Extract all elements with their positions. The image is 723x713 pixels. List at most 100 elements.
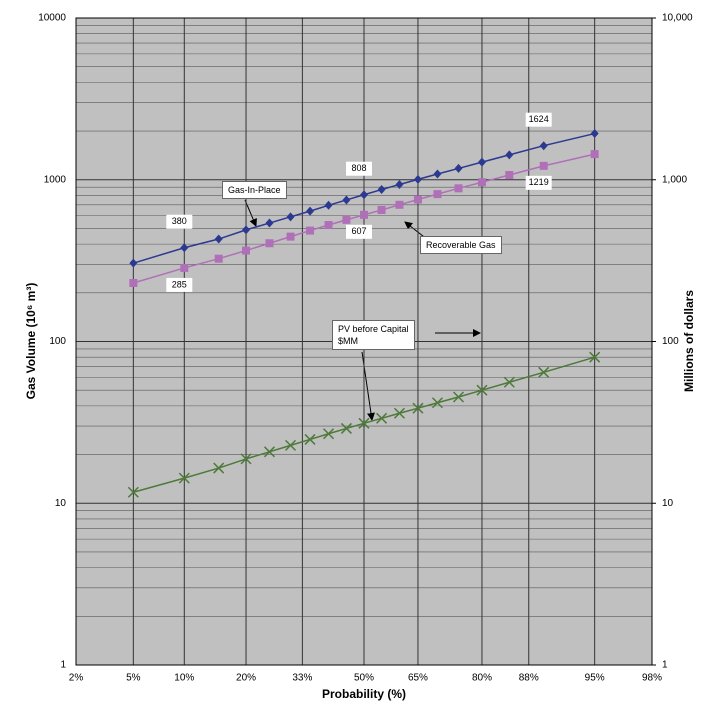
- y-tick-label: 10000: [38, 13, 66, 24]
- marker: [358, 417, 370, 429]
- marker: [452, 391, 465, 403]
- marker: [360, 190, 368, 200]
- data-label-text: 1624: [529, 114, 549, 124]
- marker: [214, 254, 223, 263]
- marker: [433, 169, 442, 179]
- x-tick-label: 98%: [642, 673, 662, 684]
- marker: [412, 402, 424, 414]
- marker: [377, 185, 386, 195]
- marker: [433, 190, 442, 199]
- marker: [503, 376, 515, 388]
- data-label-box: [346, 224, 372, 239]
- marker: [129, 258, 138, 268]
- marker: [324, 200, 333, 210]
- marker: [590, 129, 599, 139]
- data-label-text: 607: [351, 226, 366, 236]
- y2-tick-label: 1,000: [662, 174, 687, 185]
- marker: [285, 439, 297, 451]
- x-tick-label: 2%: [69, 673, 84, 684]
- data-label: 1219: [525, 175, 552, 190]
- y2-tick-label: 1: [662, 660, 668, 671]
- marker: [505, 170, 514, 179]
- marker: [323, 428, 335, 440]
- y2-tick-label: 10: [662, 498, 674, 509]
- marker: [431, 397, 443, 409]
- marker: [240, 453, 252, 465]
- marker: [265, 239, 274, 248]
- data-label-box: [525, 175, 552, 190]
- data-label-text: 808: [351, 163, 366, 173]
- marker: [477, 178, 486, 187]
- marker: [395, 200, 404, 209]
- marker: [242, 225, 251, 235]
- marker: [538, 366, 550, 378]
- x-tick-label: 65%: [408, 673, 428, 684]
- marker: [477, 157, 486, 167]
- marker: [342, 195, 351, 205]
- y-tick-label: 10: [55, 498, 67, 509]
- data-label-box: [525, 112, 552, 127]
- marker: [505, 150, 514, 160]
- x-tick-label: 80%: [472, 673, 492, 684]
- y2-axis-title: Millions of dollars: [682, 290, 696, 392]
- marker: [360, 210, 368, 219]
- data-label-text: 285: [172, 279, 187, 289]
- marker: [539, 141, 548, 151]
- plot-border: [75, 17, 653, 666]
- marker: [454, 184, 463, 193]
- y-tick-label: 1: [60, 660, 66, 671]
- data-label: 380: [166, 214, 193, 229]
- marker: [214, 234, 223, 244]
- data-label: 1624: [525, 112, 552, 127]
- marker: [590, 150, 599, 159]
- marker: [286, 212, 295, 222]
- x-tick-label: 20%: [236, 673, 256, 684]
- y2-tick-label: 100: [662, 336, 679, 347]
- marker: [589, 351, 601, 363]
- data-label-box: [346, 161, 372, 176]
- data-label-box: [166, 214, 193, 229]
- series-annotation: Gas-In-Place: [222, 181, 287, 199]
- data-label-text: 380: [172, 216, 187, 226]
- marker: [127, 486, 139, 498]
- x-tick-label: 95%: [585, 673, 605, 684]
- x-tick-label: 33%: [292, 673, 312, 684]
- marker: [180, 263, 189, 272]
- data-label: 285: [166, 277, 193, 292]
- data-label-text: 1219: [529, 177, 549, 187]
- marker: [286, 232, 295, 241]
- marker: [178, 472, 190, 484]
- marker: [263, 446, 276, 458]
- y-tick-label: 1000: [44, 174, 67, 185]
- x-tick-label: 50%: [354, 673, 374, 684]
- marker: [413, 195, 422, 204]
- marker: [324, 221, 333, 230]
- y-tick-label: 100: [49, 336, 66, 347]
- marker: [342, 215, 351, 224]
- marker: [454, 163, 463, 173]
- marker: [180, 243, 189, 253]
- marker: [129, 278, 138, 287]
- y-axis-title: Gas Volume (10⁶ m³): [24, 283, 38, 400]
- marker: [395, 179, 404, 189]
- marker: [213, 462, 225, 474]
- x-axis-title: Probability (%): [322, 687, 406, 701]
- y2-tick-label: 10,000: [662, 13, 693, 24]
- marker: [393, 407, 405, 419]
- data-label: 808: [346, 161, 372, 176]
- marker: [340, 422, 352, 434]
- x-tick-label: 5%: [126, 673, 141, 684]
- marker: [304, 433, 316, 445]
- marker: [539, 161, 548, 170]
- marker: [306, 206, 315, 216]
- marker: [377, 206, 386, 215]
- marker: [306, 226, 315, 235]
- series-annotation: PV before Capital $MM: [332, 320, 415, 350]
- x-tick-label: 10%: [174, 673, 194, 684]
- marker: [413, 174, 422, 184]
- marker: [376, 412, 388, 424]
- marker: [476, 384, 488, 396]
- series-annotation: Recoverable Gas: [420, 236, 502, 254]
